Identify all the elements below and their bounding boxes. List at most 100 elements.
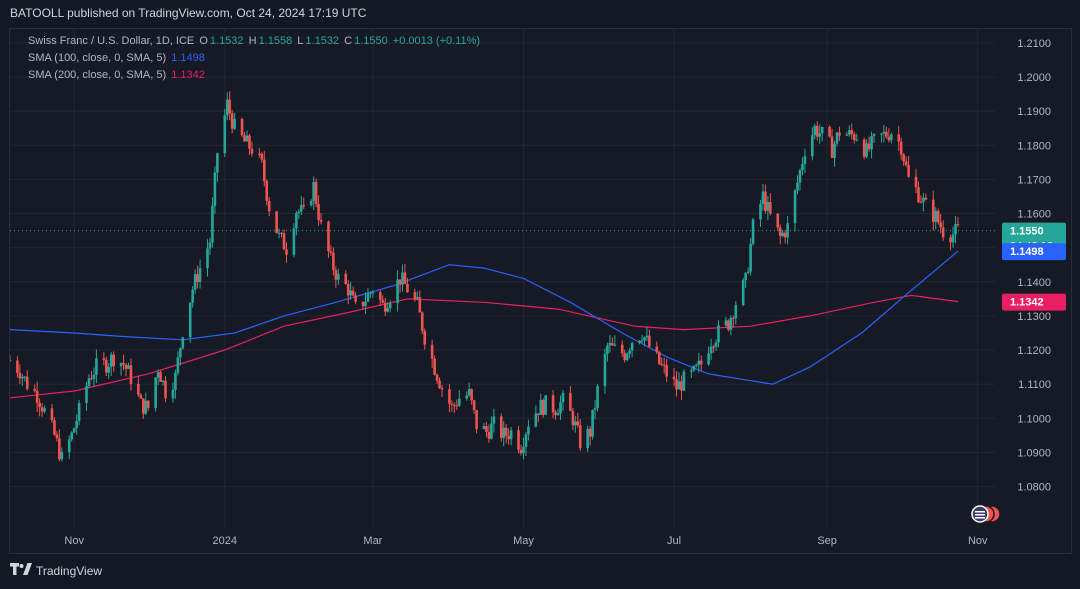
candle: [801, 157, 804, 176]
candle-body: [741, 279, 745, 305]
candle: [396, 270, 399, 312]
candle: [139, 393, 143, 399]
candle: [534, 405, 538, 428]
candle: [643, 336, 646, 347]
candle: [381, 295, 385, 304]
candle-body: [188, 302, 192, 338]
candle: [692, 365, 696, 373]
symbol-legend[interactable]: Swiss Franc / U.S. Dollar, 1D, ICE O 1.15…: [28, 35, 482, 47]
candle-body: [813, 125, 817, 136]
candle-body: [181, 337, 185, 349]
tradingview-brand[interactable]: TradingView: [10, 563, 102, 578]
candle-body: [796, 182, 799, 191]
candle: [329, 245, 333, 256]
price-axis[interactable]: 1.21001.20001.19001.18001.17001.16001.15…: [1017, 38, 1051, 494]
candle-body: [714, 342, 718, 347]
candle: [260, 152, 264, 163]
candle-body: [744, 272, 747, 280]
sma100-label: SMA (100, close, 0, SMA, 5): [28, 52, 167, 64]
candle: [620, 340, 624, 357]
candle-body: [55, 434, 59, 439]
candle-body: [623, 353, 626, 361]
candle: [33, 384, 36, 393]
candle: [648, 329, 651, 349]
candle-body: [603, 353, 607, 387]
candle: [694, 363, 698, 368]
candle-body: [485, 426, 488, 432]
candle: [931, 190, 935, 231]
candle: [87, 374, 91, 389]
candle-body: [872, 134, 876, 137]
candle-body: [818, 133, 822, 137]
candle: [156, 369, 160, 386]
candle-body: [746, 271, 750, 273]
candle-body: [939, 222, 942, 228]
candle: [455, 399, 459, 410]
candle: [366, 288, 370, 303]
x-tick-label: Sep: [817, 535, 837, 547]
candle-body: [820, 126, 824, 134]
sma100-legend[interactable]: SMA (100, close, 0, SMA, 5) 1.1498: [28, 52, 207, 64]
candle-body: [72, 428, 76, 433]
candle-body: [786, 223, 789, 238]
candle: [430, 339, 434, 368]
candle-body: [630, 342, 634, 351]
candle-body: [544, 395, 548, 415]
candle-body: [398, 279, 402, 285]
candle: [655, 341, 659, 355]
candle: [346, 280, 350, 305]
chart-pane[interactable]: 1.21001.20001.19001.18001.17001.16001.15…: [9, 28, 1072, 554]
price-chart[interactable]: 1.21001.20001.19001.18001.17001.16001.15…: [10, 29, 1073, 555]
candle-body: [680, 381, 683, 391]
sma200-value: 1.1342: [171, 69, 205, 81]
candle-body: [159, 372, 162, 382]
candle: [467, 382, 471, 398]
candle: [571, 407, 575, 431]
candle: [887, 128, 891, 143]
sma200-legend[interactable]: SMA (200, close, 0, SMA, 5) 1.1342: [28, 69, 207, 81]
candle-body: [517, 430, 520, 450]
candle: [628, 347, 631, 359]
candle-body: [675, 379, 678, 390]
candle: [811, 127, 814, 161]
candle: [379, 290, 382, 306]
candle: [440, 385, 444, 398]
candle-body: [60, 452, 64, 460]
candle: [714, 339, 718, 351]
candle: [712, 344, 715, 353]
candle-body: [490, 423, 493, 439]
candle-body: [193, 274, 197, 290]
sma200-label: SMA (200, close, 0, SMA, 5): [28, 69, 167, 81]
candle: [349, 281, 352, 300]
candle: [936, 208, 940, 225]
candle: [53, 417, 56, 436]
candle: [327, 220, 330, 258]
candle-body: [855, 139, 859, 141]
candle-body: [527, 426, 530, 435]
candle-body: [38, 402, 41, 408]
low-label: L: [297, 35, 304, 47]
candle: [127, 362, 130, 370]
events-flag-icon[interactable]: [971, 505, 1001, 523]
candle-body: [648, 335, 651, 347]
candles: [10, 91, 960, 462]
candle-body: [717, 325, 720, 343]
candle-body: [922, 197, 925, 203]
time-axis[interactable]: Nov 2024 Mar May Jul Sep Nov: [64, 535, 988, 547]
sma100-value: 1.1498: [171, 52, 205, 64]
candle: [171, 382, 175, 403]
candle-body: [902, 154, 905, 162]
sma200-path: [10, 294, 959, 399]
candle-body: [665, 365, 668, 377]
candle-body: [672, 376, 676, 380]
candle-body: [95, 358, 98, 375]
candle: [243, 132, 246, 142]
candle: [556, 408, 560, 416]
candle: [640, 334, 644, 344]
candle: [119, 362, 123, 376]
candle-body: [887, 136, 891, 141]
candle: [778, 224, 782, 245]
candle: [665, 358, 668, 383]
candle-body: [450, 403, 454, 405]
candle-body: [850, 130, 854, 135]
